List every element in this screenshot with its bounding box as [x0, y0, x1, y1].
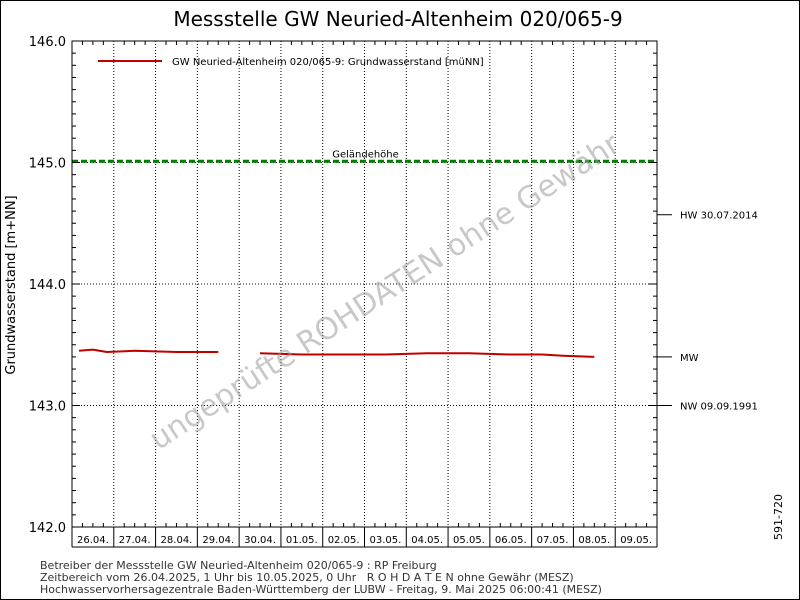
reference-label: HW 30.07.2014 [680, 211, 758, 222]
footer-time-range: Zeitbereich vom 26.04.2025, 1 Uhr bis 10… [40, 571, 574, 584]
reference-label: MW [680, 353, 699, 364]
y-axis-label: Grundwasserstand [m+NN] [4, 195, 19, 374]
reference-label: NW 09.09.1991 [680, 402, 758, 413]
y-tick-label: 146.0 [29, 35, 66, 50]
legend: GW Neuried-Altenheim 020/065-9: Grundwas… [98, 57, 484, 68]
x-tick-label: 06.05. [495, 535, 527, 546]
x-tick-label: 07.05. [537, 535, 569, 546]
chart-title: Messstelle GW Neuried-Altenheim 020/065-… [173, 7, 622, 31]
y-tick-label: 142.0 [29, 521, 66, 536]
x-tick-label: 28.04. [161, 535, 193, 546]
series-lines [78, 348, 595, 358]
footer-operator: Betreiber der Messstelle GW Neuried-Alte… [40, 559, 437, 572]
side-id: 591-720 [772, 494, 785, 540]
x-tick-label: 02.05. [328, 535, 360, 546]
x-tick-label: 03.05. [369, 535, 401, 546]
y-axis-ticks: 142.0 143.0 144.0 145.0 146.0 [29, 35, 657, 536]
grid-lines [72, 41, 657, 527]
legend-label: GW Neuried-Altenheim 020/065-9: Grundwas… [172, 57, 484, 68]
y-tick-label: 143.0 [29, 400, 66, 415]
x-tick-label: 01.05. [286, 535, 318, 546]
ground-level-label: Geländehöhe [332, 149, 399, 160]
x-tick-label: 04.05. [411, 535, 443, 546]
x-tick-label: 09.05. [620, 535, 652, 546]
x-tick-label: 29.04. [202, 535, 234, 546]
series-line [78, 348, 219, 354]
x-axis-ticks: 26.04. 27.04. 28.04. 29.04. 30.04. 01.05. 02.0… [71, 41, 658, 548]
x-tick-label: 30.04. [244, 535, 276, 546]
reference-lines: Geländehöhe HW 30.07.2014 MW NW 09.09.1991 [72, 149, 758, 413]
watermark: ungeprüfte ROHDATEN ohne Gewähr [143, 126, 626, 457]
x-tick-label: 27.04. [119, 535, 151, 546]
x-tick-label: 08.05. [578, 535, 610, 546]
footer-agency: Hochwasservorhersagezentrale Baden-Württ… [40, 583, 602, 596]
x-tick-label: 26.04. [77, 535, 109, 546]
y-tick-label: 144.0 [29, 278, 66, 293]
series-line [259, 352, 595, 358]
x-tick-label: 05.05. [453, 535, 485, 546]
y-tick-label: 145.0 [29, 157, 66, 172]
